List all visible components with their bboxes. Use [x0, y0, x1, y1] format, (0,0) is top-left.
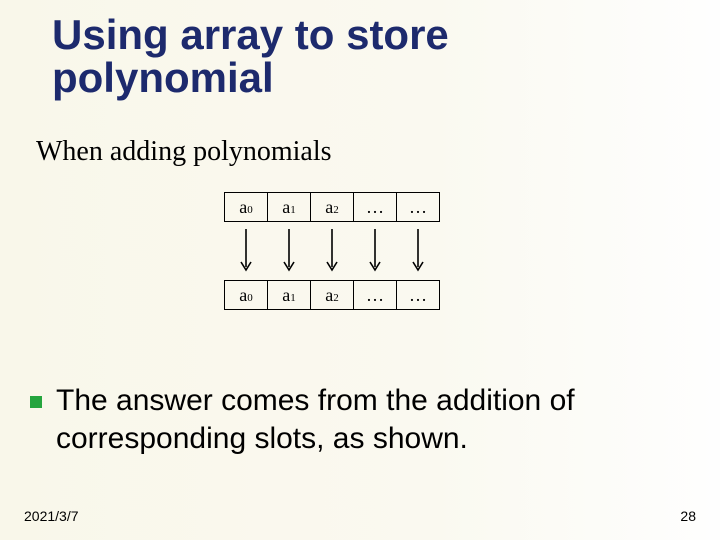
cell-bot-1: a1: [267, 280, 311, 310]
cell-top-0: a0: [224, 192, 268, 222]
down-arrow-icon: [411, 227, 425, 275]
cell-bot-3: …: [353, 280, 397, 310]
down-arrow-icon: [282, 227, 296, 275]
cell-sub: 0: [247, 292, 253, 304]
cell-top-1: a1: [267, 192, 311, 222]
arrow-4: [396, 224, 440, 278]
cell-bot-2: a2: [310, 280, 354, 310]
title-line-2: polynomial: [52, 54, 274, 101]
title-line-1: Using array to store: [52, 11, 449, 58]
cell-sub: 1: [290, 204, 296, 216]
cell-base: a: [239, 285, 247, 306]
cell-base: a: [282, 285, 290, 306]
cell-sub: 2: [333, 204, 339, 216]
cell-bot-4: …: [396, 280, 440, 310]
array-row-top: a0 a1 a2 … …: [224, 192, 440, 222]
cell-base: a: [325, 285, 333, 306]
bullet-item: The answer comes from the addition of co…: [30, 382, 690, 457]
cell-sub: 1: [290, 292, 296, 304]
arrow-0: [224, 224, 268, 278]
cell-base: a: [325, 197, 333, 218]
arrow-3: [353, 224, 397, 278]
cell-top-3: …: [353, 192, 397, 222]
cell-base: a: [239, 197, 247, 218]
cell-bot-0: a0: [224, 280, 268, 310]
cell-top-4: …: [396, 192, 440, 222]
cell-sub: 0: [247, 204, 253, 216]
cell-sub: 2: [333, 292, 339, 304]
footer-page-number: 28: [680, 508, 696, 524]
arrow-1: [267, 224, 311, 278]
slide: Using array to store polynomial When add…: [0, 0, 720, 540]
slide-subtitle: When adding polynomials: [36, 136, 332, 168]
arrow-row: [224, 224, 440, 278]
square-bullet-icon: [30, 396, 42, 408]
bullet-text: The answer comes from the addition of co…: [56, 382, 690, 457]
down-arrow-icon: [325, 227, 339, 275]
cell-base: a: [282, 197, 290, 218]
array-diagram: a0 a1 a2 … … a0 a1 a2 … …: [224, 192, 440, 310]
slide-title: Using array to store polynomial: [52, 14, 449, 100]
array-row-bottom: a0 a1 a2 … …: [224, 280, 440, 310]
footer-date: 2021/3/7: [24, 508, 79, 524]
arrow-2: [310, 224, 354, 278]
down-arrow-icon: [368, 227, 382, 275]
cell-top-2: a2: [310, 192, 354, 222]
down-arrow-icon: [239, 227, 253, 275]
